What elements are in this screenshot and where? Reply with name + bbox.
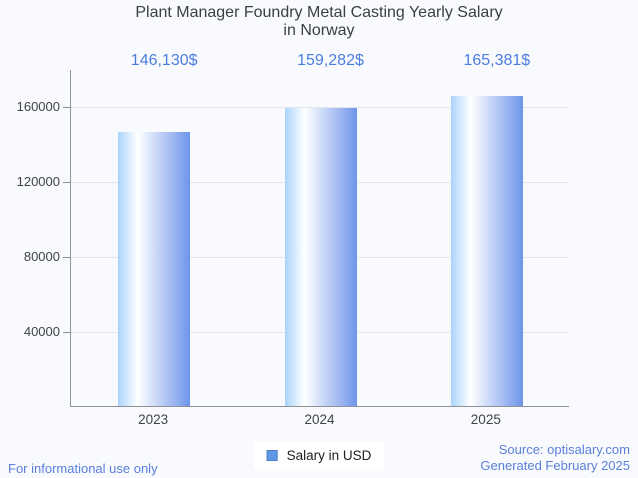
bar bbox=[118, 132, 191, 406]
bar bbox=[284, 107, 357, 406]
chart-title-line1: Plant Manager Foundry Metal Casting Year… bbox=[135, 4, 503, 21]
y-axis-tick bbox=[63, 256, 70, 258]
y-axis-label: 80000 bbox=[23, 249, 60, 265]
bar-value-label: 165,381$ bbox=[463, 52, 531, 69]
legend-marker-icon bbox=[266, 450, 278, 461]
y-axis-label: 120000 bbox=[16, 174, 60, 190]
plot-area bbox=[70, 70, 569, 407]
bar-value-label: 159,282$ bbox=[297, 52, 364, 69]
x-axis-label: 2023 bbox=[138, 412, 169, 427]
y-axis-label: 160000 bbox=[16, 99, 60, 115]
disclaimer-text: For informational use only bbox=[8, 461, 158, 476]
bar-value-label: 146,130$ bbox=[130, 52, 198, 69]
y-axis-tick bbox=[63, 331, 70, 333]
x-axis-label: 2025 bbox=[470, 412, 501, 427]
y-axis-label: 40000 bbox=[23, 324, 60, 340]
y-axis-tick bbox=[63, 106, 70, 108]
generated-date: Generated February 2025 bbox=[480, 457, 630, 473]
chart-title-line2: in Norway bbox=[283, 22, 355, 39]
source-link[interactable]: Source: optisalary.com bbox=[498, 442, 630, 457]
gridline bbox=[71, 106, 569, 108]
x-axis-label: 2024 bbox=[304, 412, 335, 427]
legend: Salary in USD bbox=[253, 442, 385, 469]
y-axis-tick bbox=[63, 181, 70, 183]
bar bbox=[450, 96, 523, 406]
chart-title: Plant Manager Foundry Metal Casting Year… bbox=[0, 4, 638, 40]
legend-label: Salary in USD bbox=[286, 448, 372, 463]
source-block: Source: optisalary.com Generated Februar… bbox=[480, 442, 630, 473]
